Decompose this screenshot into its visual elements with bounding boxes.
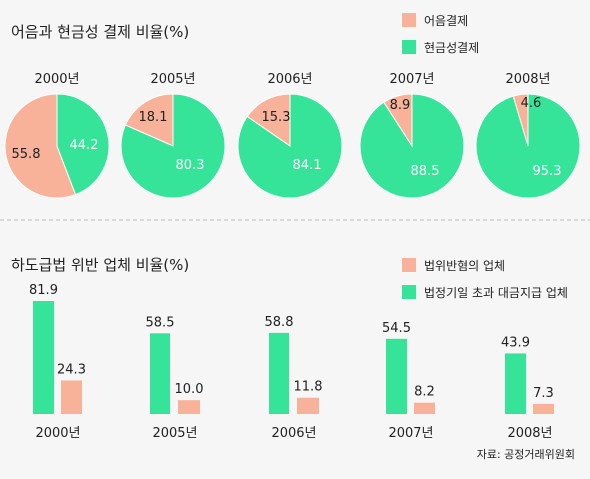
pie-year-label: 2007년	[389, 72, 434, 87]
bar-value-label: 11.8	[294, 380, 323, 395]
pie-slice-cash	[359, 93, 465, 199]
pie-year-label: 2006년	[267, 72, 312, 87]
pie-slice-label-note: 4.6	[521, 96, 542, 111]
pie-chart-title: 어음과 현금성 결제 비율(%)	[11, 23, 189, 41]
bar-legend-label-2: 법정기일 초과 대금지급 업체	[424, 286, 568, 300]
pie-slice-cash	[475, 93, 581, 199]
pie-slice-note	[124, 93, 174, 147]
pie-slice-label-cash: 80.3	[176, 158, 205, 173]
bar-overdue-payment	[150, 333, 170, 414]
pie-slice-cash	[237, 93, 343, 199]
bar-violation-suspected	[414, 402, 435, 414]
bar-overdue-payment	[386, 338, 407, 414]
source-note: 자료: 공정거래위원회	[477, 448, 575, 461]
pie-slice-label-cash: 88.5	[411, 164, 440, 179]
bar-value-label: 10.0	[175, 382, 204, 397]
pie-year-label: 2008년	[505, 72, 550, 87]
bar-category-label: 2007년	[388, 426, 433, 441]
pie-slice-label-note: 55.8	[12, 147, 41, 162]
pie-slice-label-cash: 95.3	[533, 164, 562, 179]
bar-category-label: 2006년	[271, 426, 316, 441]
bar-overdue-payment	[505, 353, 526, 414]
pie-slice-label-note: 18.1	[139, 110, 168, 125]
pie-legend-label-1: 어음결제	[424, 14, 468, 28]
bar-value-label: 24.3	[57, 362, 86, 377]
pie-year-label: 2000년	[34, 72, 79, 87]
bar-category-label: 2000년	[35, 426, 80, 441]
bar-legend-label-1: 법위반혐의 업체	[424, 259, 505, 273]
pie-slice-label-note: 8.9	[390, 98, 411, 113]
pie-slice-cash	[120, 93, 226, 199]
bar-category-label: 2008년	[507, 426, 552, 441]
bar-value-label: 81.9	[29, 283, 58, 298]
bar-overdue-payment	[269, 332, 289, 414]
pie-legend-swatch-2	[402, 40, 416, 54]
pie-slice-label-note: 15.3	[262, 110, 291, 125]
pie-legend-swatch-1	[402, 13, 416, 27]
bar-value-label: 54.5	[382, 321, 411, 336]
pie-slice-label-cash: 44.2	[70, 138, 99, 153]
bar-value-label: 58.5	[146, 315, 175, 330]
bar-value-label: 7.3	[533, 386, 554, 401]
pie-slice-note	[4, 93, 77, 199]
bar-value-label: 58.8	[265, 315, 294, 330]
bar-violation-suspected	[533, 403, 554, 414]
pie-legend-label-2: 현금성결제	[424, 41, 479, 55]
bar-value-label: 8.2	[414, 385, 435, 400]
bar-violation-suspected	[61, 380, 82, 414]
bar-legend-swatch-2	[402, 285, 416, 299]
pie-slice-cash	[56, 93, 110, 196]
bar-overdue-payment	[33, 301, 54, 414]
bar-legend-swatch-1	[402, 258, 416, 272]
bar-violation-suspected	[297, 397, 319, 414]
bar-value-label: 43.9	[501, 335, 530, 350]
pie-slice-label-cash: 84.1	[293, 158, 322, 173]
bar-chart-title: 하도급법 위반 업체 비율(%)	[11, 256, 189, 274]
bar-category-label: 2005년	[152, 426, 197, 441]
bar-violation-suspected	[178, 400, 200, 414]
pie-slice-note	[246, 93, 291, 147]
pie-year-label: 2005년	[150, 72, 195, 87]
